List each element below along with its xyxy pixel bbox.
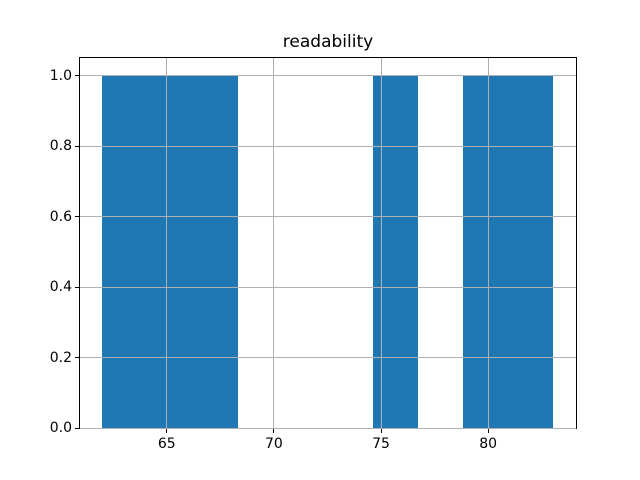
- x-gridline: [273, 58, 275, 428]
- y-gridline: [80, 286, 576, 288]
- y-gridline: [80, 427, 576, 429]
- x-gridline: [166, 58, 168, 428]
- y-tick-label: 0.0: [49, 420, 72, 436]
- y-gridline: [80, 75, 576, 77]
- x-tick-label: 75: [372, 436, 390, 452]
- y-gridline: [80, 357, 576, 359]
- y-tick-label: 0.2: [49, 349, 72, 366]
- x-tick-label: 80: [479, 436, 498, 452]
- y-tick-label: 1.0: [49, 67, 72, 84]
- x-tick-mark: [273, 429, 275, 433]
- y-tick-mark: [75, 427, 79, 429]
- histogram-bar: [192, 75, 238, 428]
- y-tick-mark: [75, 286, 79, 288]
- y-gridline: [80, 145, 576, 147]
- x-tick-mark: [380, 429, 382, 433]
- x-tick-mark: [487, 429, 489, 433]
- histogram-bar: [508, 75, 554, 428]
- y-tick-label: 0.8: [49, 138, 72, 155]
- x-tick-mark: [166, 429, 168, 433]
- x-gridline: [487, 58, 489, 428]
- y-tick-mark: [75, 145, 79, 147]
- y-tick-mark: [75, 357, 79, 359]
- x-tick-label: 70: [264, 436, 283, 452]
- plot-area: [79, 57, 577, 429]
- histogram-bar: [463, 75, 509, 428]
- y-gridline: [80, 216, 576, 218]
- y-tick-mark: [75, 216, 79, 218]
- y-tick-mark: [75, 75, 79, 77]
- histogram-bar: [102, 75, 148, 428]
- x-tick-label: 65: [157, 436, 176, 452]
- y-tick-label: 0.6: [49, 208, 72, 225]
- chart-title: readability: [282, 32, 374, 52]
- y-tick-label: 0.4: [49, 279, 72, 296]
- histogram-bar: [147, 75, 193, 428]
- x-gridline: [380, 58, 382, 428]
